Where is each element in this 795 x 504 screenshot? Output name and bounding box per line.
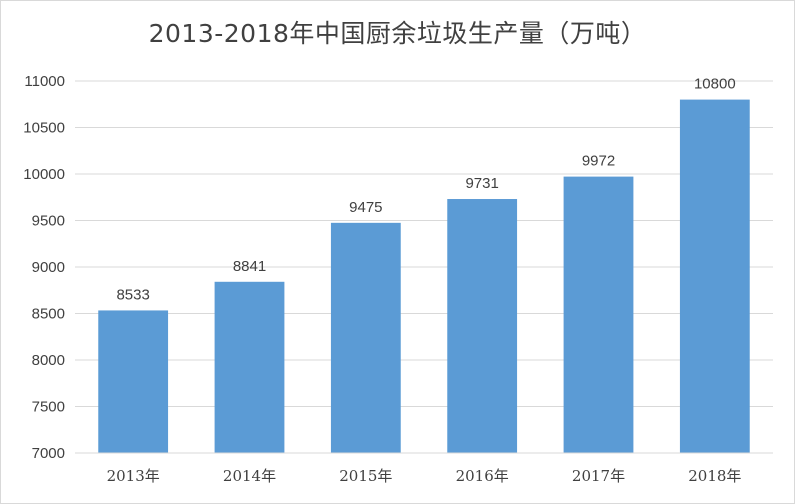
y-tick-label: 10000 — [23, 166, 65, 183]
bar — [679, 99, 750, 453]
chart-title: 2013-2018年中国厨余垃圾生产量（万吨） — [148, 19, 647, 48]
y-tick-label: 8000 — [32, 352, 65, 369]
bar — [447, 199, 518, 453]
x-tick-label: 2016年 — [456, 467, 509, 485]
x-tick-label: 2015年 — [339, 467, 392, 485]
x-tick-label: 2013年 — [107, 467, 160, 485]
data-label: 9731 — [465, 175, 498, 192]
y-tick-label: 7000 — [32, 445, 65, 462]
data-label: 8533 — [116, 286, 149, 303]
y-tick-label: 10500 — [23, 120, 65, 137]
y-tick-label: 7500 — [32, 399, 65, 416]
x-tick-label: 2018年 — [688, 467, 741, 485]
data-label: 10800 — [694, 76, 736, 93]
data-label: 9475 — [349, 199, 382, 216]
x-tick-label: 2017年 — [572, 467, 625, 485]
bar — [214, 281, 285, 453]
bar — [98, 310, 169, 453]
bar — [563, 176, 634, 453]
y-tick-label: 11000 — [24, 73, 65, 90]
y-tick-label: 8500 — [32, 306, 65, 323]
y-tick-label: 9000 — [32, 259, 65, 276]
x-tick-label: 2014年 — [223, 467, 276, 485]
bar — [330, 222, 401, 453]
data-label: 8841 — [233, 258, 266, 275]
y-tick-label: 9500 — [32, 213, 65, 230]
data-label: 9972 — [582, 153, 615, 170]
